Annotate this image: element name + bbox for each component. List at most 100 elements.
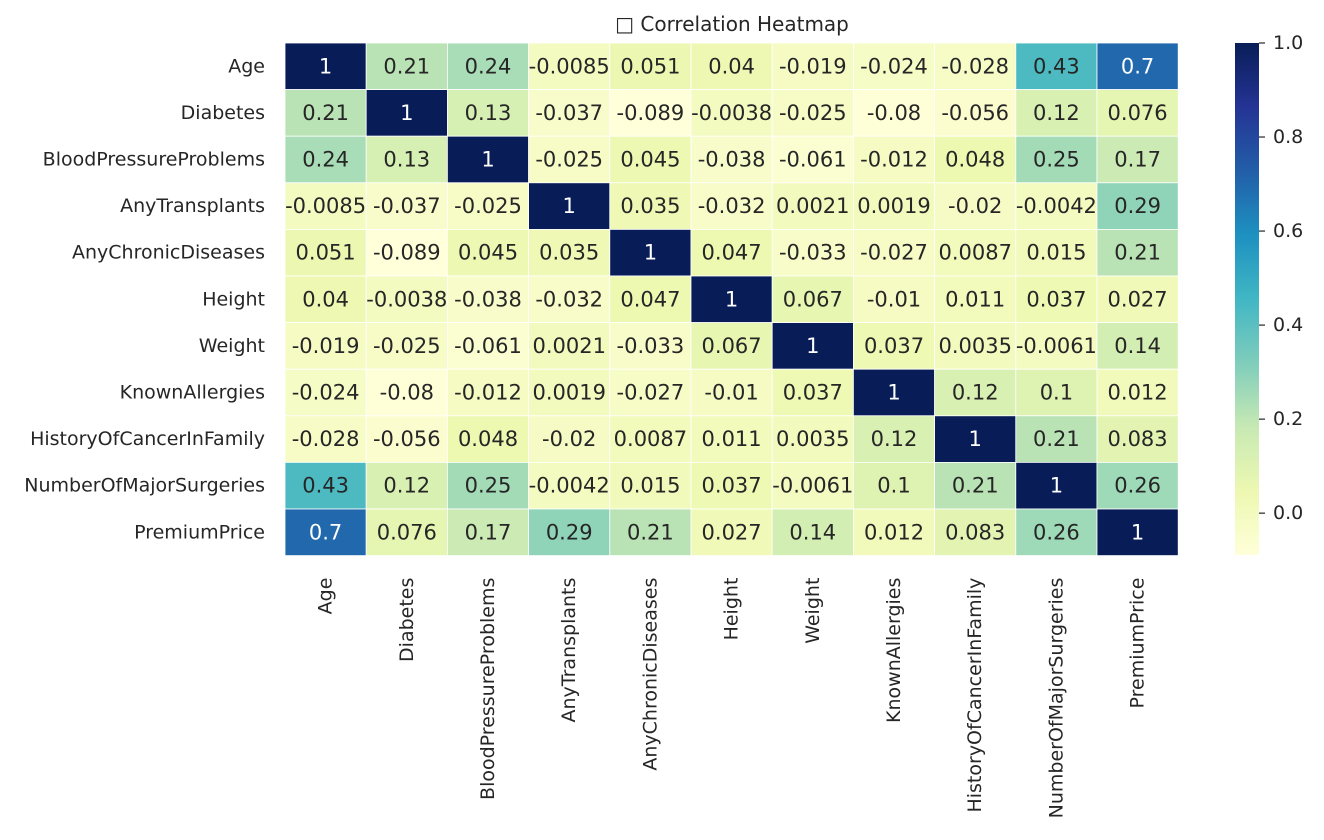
column-label-any-transplants: AnyTransplants — [558, 578, 580, 723]
colorbar-tick-label: 0.0 — [1273, 502, 1303, 524]
heatmap-cell — [771, 89, 854, 137]
colorbar-tick-label: 0.4 — [1273, 314, 1303, 336]
heatmap-cell — [853, 322, 936, 370]
heatmap-cell — [690, 415, 773, 463]
cell-value-label: 1 — [725, 287, 738, 311]
cell-value-label: -0.027 — [860, 241, 928, 265]
heatmap-cell — [365, 508, 448, 556]
cell-value-label: -0.02 — [948, 194, 1002, 218]
cell-value-label: 0.26 — [1033, 520, 1080, 544]
heatmap-cell — [528, 415, 611, 463]
cell-value-label: 0.12 — [952, 381, 999, 405]
cell-value-label: 0.29 — [546, 520, 593, 544]
heatmap-cell — [853, 508, 936, 556]
cell-value-label: -0.0038 — [366, 287, 447, 311]
cell-value-label: 0.047 — [620, 287, 680, 311]
heatmap-cell — [1096, 182, 1179, 230]
cell-value-label: 0.037 — [702, 474, 762, 498]
cell-value-label: -0.025 — [535, 148, 603, 172]
heatmap-cell — [528, 182, 611, 230]
heatmap-cell — [1096, 275, 1179, 323]
cell-value-label: -0.0085 — [529, 54, 610, 78]
heatmap-cell — [528, 461, 611, 510]
cell-value-label: 1 — [806, 334, 819, 358]
cell-value-label: 0.14 — [1114, 334, 1161, 358]
cell-value-label: -0.089 — [373, 241, 441, 265]
heatmap-cell — [365, 322, 448, 370]
cell-value-label: -0.019 — [779, 54, 847, 78]
heatmap-cell — [365, 89, 448, 137]
heatmap-cell — [609, 461, 692, 510]
cell-value-label: 0.037 — [864, 334, 924, 358]
cell-value-label: 1 — [319, 54, 332, 78]
heatmap-cell — [446, 228, 529, 277]
cell-value-label: 0.035 — [620, 194, 680, 218]
heatmap-cell — [365, 182, 448, 230]
heatmap-cell — [284, 415, 367, 463]
cell-value-label: 0.12 — [871, 427, 918, 451]
heatmap-cell — [690, 228, 773, 277]
cell-value-label: 0.0019 — [857, 194, 930, 218]
heatmap-cell — [446, 89, 529, 137]
heatmap-cell — [690, 42, 773, 90]
heatmap-cell — [1015, 42, 1098, 90]
cell-value-label: 0.0035 — [776, 427, 849, 451]
cell-value-label: -0.08 — [380, 381, 434, 405]
cell-value-label: 1 — [969, 427, 982, 451]
column-label-weight: Weight — [802, 578, 824, 644]
heatmap-cell — [1096, 461, 1179, 510]
heatmap-cell — [1096, 322, 1179, 370]
heatmap-cell — [284, 228, 367, 277]
cell-value-label: -0.033 — [617, 334, 685, 358]
cell-value-label: 0.0087 — [938, 241, 1011, 265]
cell-value-label: 0.051 — [620, 54, 680, 78]
cell-value-label: 0.0021 — [532, 334, 605, 358]
heatmap-cell — [771, 182, 854, 230]
column-label-known-allergies: KnownAllergies — [883, 578, 905, 723]
cell-value-label: 0.17 — [1114, 148, 1161, 172]
cell-value-label: 0.26 — [1114, 474, 1161, 498]
heatmap-cell — [853, 368, 936, 417]
cell-value-label: 0.21 — [952, 474, 999, 498]
cell-value-label: 1 — [1050, 474, 1063, 498]
cell-value-label: 0.015 — [620, 474, 680, 498]
cell-value-label: -0.056 — [941, 101, 1009, 125]
cell-value-label: 0.43 — [302, 474, 349, 498]
cell-value-label: 0.13 — [383, 148, 430, 172]
heatmap-cell — [284, 461, 367, 510]
heatmap-cell — [934, 508, 1017, 556]
heatmap-cell — [1096, 228, 1179, 277]
cell-value-label: 0.027 — [702, 520, 762, 544]
column-label-premium-price: PremiumPrice — [1127, 578, 1149, 709]
cell-value-label: -0.038 — [698, 148, 766, 172]
cell-value-label: 0.14 — [789, 520, 836, 544]
cell-value-label: 0.027 — [1108, 287, 1168, 311]
cell-value-label: -0.033 — [779, 241, 847, 265]
cell-value-label: 0.21 — [1114, 241, 1161, 265]
heatmap-cell — [284, 275, 367, 323]
heatmap-cell — [771, 322, 854, 370]
heatmap-cell — [446, 415, 529, 463]
heatmap-cell — [690, 508, 773, 556]
column-label-history-of-cancer-in-family: HistoryOfCancerInFamily — [964, 578, 986, 813]
cell-value-label: -0.025 — [373, 334, 441, 358]
cell-value-label: 0.076 — [1108, 101, 1168, 125]
heatmap-cell — [284, 42, 367, 90]
cell-value-label: 0.048 — [458, 427, 518, 451]
heatmap-cell — [528, 322, 611, 370]
heatmap-cell — [365, 42, 448, 90]
heatmap-cell — [690, 89, 773, 137]
cell-value-label: -0.0085 — [285, 194, 366, 218]
cell-value-label: 0.21 — [627, 520, 674, 544]
heatmap-cell — [934, 461, 1017, 510]
heatmap-cell — [690, 275, 773, 323]
cell-value-label: 1 — [400, 101, 413, 125]
heatmap-cell — [853, 461, 936, 510]
cell-value-label: -0.0042 — [1016, 194, 1097, 218]
cell-value-label: -0.024 — [860, 54, 928, 78]
cell-value-label: -0.08 — [867, 101, 921, 125]
heatmap-cell — [853, 42, 936, 90]
cell-value-label: 0.035 — [539, 241, 599, 265]
cell-value-label: 0.0087 — [614, 427, 687, 451]
cell-value-label: -0.089 — [617, 101, 685, 125]
